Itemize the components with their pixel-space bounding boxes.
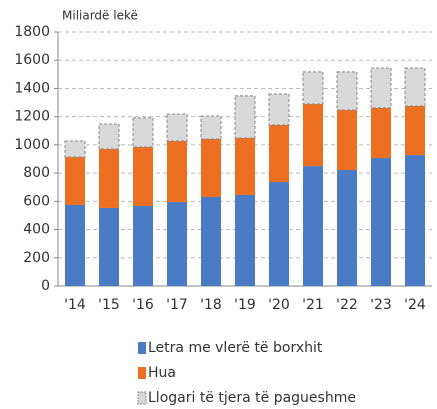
bar-segment [167,202,187,286]
x-tick-label: '18 [200,297,222,313]
legend-label: Llogari të tjera të pagueshme [148,390,356,406]
bar-segment [132,117,154,148]
y-tick-label: 400 [23,222,50,238]
bar-segment [302,71,324,105]
bar-segment [371,107,391,159]
x-tick-label: '22 [336,297,358,313]
x-tick-label: '21 [302,297,324,313]
x-tick-label: '15 [98,297,120,313]
legend-swatch [138,342,146,354]
bar-segment [200,115,222,140]
x-tick-label: '16 [132,297,154,313]
bar-segment [405,105,425,156]
x-tick-label: '20 [268,297,290,313]
bar-segment [99,148,119,208]
legend-swatch [138,367,146,379]
y-tick-label: 1400 [14,80,50,96]
x-tick-label: '24 [404,297,426,313]
bar-segment [235,194,255,286]
bar-segment [133,147,153,206]
y-tick-label: 1000 [14,137,50,153]
y-tick-label: 200 [23,250,50,266]
bar-segment [337,170,357,286]
bar-segment [64,140,86,158]
bar-segment [235,137,255,195]
bar-segment [268,93,290,126]
bar-segment [269,182,289,286]
bar-segment [133,205,153,286]
bar-segment [337,110,357,171]
y-axis-label: Miliardë lekë [62,9,138,23]
bar-segment [303,166,323,286]
bar-segment [99,207,119,286]
legend-label: Letra me vlerë të borxhit [148,340,323,356]
y-tick-label: 1600 [14,52,50,68]
bar-segment [166,113,188,142]
x-tick-label: '17 [166,297,188,313]
bar-segment [303,103,323,167]
bar-segment [336,71,358,111]
bar-segment [370,67,392,109]
y-tick-label: 1200 [14,109,50,125]
legend-label: Hua [148,365,176,381]
y-tick-label: 600 [23,193,50,209]
bar-segment [65,205,85,286]
bar-segment [371,158,391,286]
bar-segment [65,157,85,206]
bar-segment [404,67,426,107]
y-tick-label: 800 [23,165,50,181]
bar-segment [234,95,256,139]
y-tick-label: 0 [41,278,50,294]
bar-segment [405,155,425,286]
bar-segment [201,196,221,286]
x-tick-label: '19 [234,297,256,313]
bar-segment [167,140,187,203]
bar-segment [98,123,120,150]
bar-segment [201,138,221,197]
x-tick-label: '14 [64,297,86,313]
y-tick-label: 1800 [14,24,50,40]
legend-swatch [137,391,147,405]
bar-segment [269,124,289,183]
x-tick-label: '23 [370,297,392,313]
